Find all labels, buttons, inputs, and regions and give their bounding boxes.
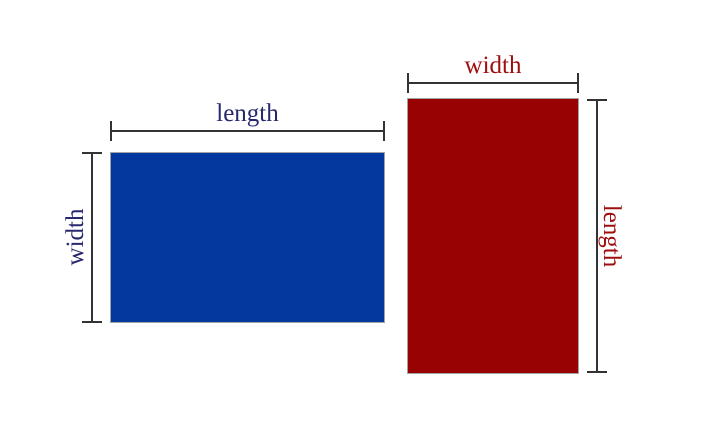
red-rectangle-width-dimension-line <box>407 73 579 93</box>
blue-rectangle-width-label: width <box>62 208 89 266</box>
red-rectangle-width-label: width <box>464 52 522 79</box>
blue-rectangle-length-dimension-line <box>110 121 385 141</box>
blue-rectangle-width-dimension-line <box>82 152 102 323</box>
red-rectangle <box>407 98 579 374</box>
red-rectangle-length-label: length <box>598 204 625 268</box>
blue-rectangle <box>110 152 385 323</box>
red-rectangle-length-dimension-line <box>587 99 607 373</box>
blue-rectangle-length-label: length <box>216 100 279 127</box>
